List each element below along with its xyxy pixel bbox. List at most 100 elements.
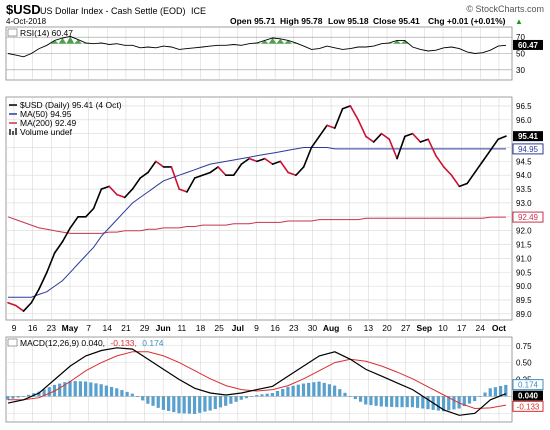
macd-hist-bar bbox=[151, 396, 155, 406]
rsi-label: RSI(14) 60.47 bbox=[20, 28, 73, 38]
price-segment bbox=[279, 160, 289, 174]
macd-hist-bar bbox=[369, 396, 373, 406]
x-tick-label: 10 bbox=[438, 323, 448, 333]
macd-hist-bar bbox=[322, 382, 326, 397]
macd-hist-bar bbox=[348, 396, 352, 397]
rsi-line bbox=[7, 35, 507, 58]
macd-hist-bar bbox=[198, 396, 202, 413]
macd-tick-label: 0.75 bbox=[516, 342, 532, 351]
macd-hist-bar bbox=[447, 396, 451, 411]
macd-hist-bar bbox=[327, 384, 332, 397]
x-tick-label: 16 bbox=[270, 323, 280, 333]
macd-hist-bar bbox=[68, 380, 72, 397]
macd-hist-bar bbox=[493, 387, 498, 397]
price-line bbox=[7, 105, 507, 312]
macd-hist-bar bbox=[213, 396, 217, 409]
macd-hist-bar bbox=[125, 391, 129, 397]
macd-hist-bar bbox=[416, 396, 420, 408]
price-segment bbox=[380, 132, 391, 140]
price-segment bbox=[131, 177, 142, 190]
macd-hist-bar bbox=[6, 396, 10, 400]
x-tick-label: Oct bbox=[492, 323, 506, 333]
macd-hist-bar bbox=[405, 396, 409, 408]
x-tick-label: May bbox=[62, 323, 79, 333]
macd-hist-bar bbox=[109, 386, 114, 397]
macd-hist-bar bbox=[452, 396, 456, 410]
price-segment bbox=[396, 135, 406, 160]
price-segment bbox=[69, 216, 79, 229]
price-tick-label: 93.0 bbox=[516, 199, 532, 208]
macd-hist-bar bbox=[47, 387, 51, 397]
macd-hist-bar bbox=[374, 396, 378, 406]
rsi-current-tag: 60.47 bbox=[513, 39, 543, 50]
date-label: 4-Oct-2018 bbox=[6, 17, 47, 26]
rsi-tick-label: 70 bbox=[516, 33, 525, 42]
macd-hist-bar bbox=[333, 385, 337, 397]
price-segment bbox=[442, 166, 453, 177]
x-tick-label: 25 bbox=[214, 323, 224, 333]
macd-hist-bar bbox=[104, 385, 108, 397]
macd-hist-bar bbox=[400, 396, 404, 408]
macd-hist-bar bbox=[499, 386, 503, 397]
x-tick-label: 24 bbox=[476, 323, 486, 333]
price-segment bbox=[116, 193, 126, 199]
macd-hist-bar bbox=[224, 396, 228, 406]
price-segment bbox=[419, 138, 429, 143]
x-tick-label: 7 bbox=[86, 323, 91, 333]
macd-hist-bar bbox=[260, 394, 264, 397]
price-segment bbox=[38, 271, 48, 290]
x-tick-label: 9 bbox=[254, 323, 259, 333]
macd-hist-bar bbox=[395, 396, 399, 408]
macd-hist-bar bbox=[58, 383, 62, 397]
macd-hist-bar bbox=[26, 394, 31, 397]
x-tick-label: 11 bbox=[177, 323, 186, 333]
macd-hist-bar bbox=[301, 383, 306, 397]
macd-hist-bar bbox=[203, 396, 207, 412]
ma200-line bbox=[7, 216, 506, 234]
x-tick-label: 27 bbox=[401, 323, 411, 333]
macd-hist-bar bbox=[177, 396, 181, 414]
macd-hist-bar bbox=[63, 382, 67, 397]
rsi-axis: 70 50 30 60.47 bbox=[513, 33, 543, 75]
macd-hist-bar bbox=[99, 384, 103, 397]
macd-hist-bar bbox=[379, 396, 383, 407]
ma50-tag: 94.95 bbox=[512, 143, 544, 155]
price-segment bbox=[248, 157, 258, 163]
macd-hist-bar bbox=[120, 390, 124, 397]
price-segment bbox=[256, 157, 266, 163]
price-tick-label: 89.5 bbox=[516, 296, 532, 305]
macd-hist-bar bbox=[115, 388, 119, 397]
macd-hist-bar bbox=[312, 382, 316, 397]
price-segment bbox=[287, 171, 297, 177]
price-segment bbox=[474, 160, 484, 174]
price-segment bbox=[334, 107, 344, 129]
macd-hist-bar bbox=[130, 393, 134, 397]
macd-hist-bar bbox=[239, 396, 243, 400]
price-grid bbox=[6, 98, 512, 319]
macd-hist-bar bbox=[135, 396, 140, 398]
chg-value: Chg +0.01 (+0.01%) bbox=[428, 16, 506, 26]
macd-signal-line bbox=[8, 351, 507, 410]
price-segment bbox=[92, 188, 103, 210]
macd-hist-bar bbox=[504, 384, 508, 397]
x-tick-label: Jun bbox=[156, 323, 171, 333]
price-tick-label: 93.5 bbox=[516, 185, 532, 194]
price-segment bbox=[155, 160, 165, 168]
price-segment bbox=[404, 132, 414, 138]
macd-hist-bar bbox=[338, 389, 342, 397]
macd-hist-bar bbox=[270, 393, 274, 397]
price-segment bbox=[193, 174, 204, 179]
price-segment bbox=[201, 171, 212, 177]
price-segment bbox=[123, 188, 134, 199]
price-segment bbox=[341, 105, 352, 110]
price-segment bbox=[310, 135, 321, 149]
macd-legend-box bbox=[7, 338, 18, 347]
macd-hist-bar bbox=[161, 396, 166, 410]
volume-bar-icon bbox=[9, 128, 17, 135]
macd-label-signal: -0.133, bbox=[110, 338, 136, 348]
macd-hist-bar bbox=[343, 392, 347, 397]
x-tick-label: 9 bbox=[12, 323, 17, 333]
macd-hist-bar bbox=[84, 381, 88, 397]
macd-hist-bar bbox=[317, 381, 321, 397]
